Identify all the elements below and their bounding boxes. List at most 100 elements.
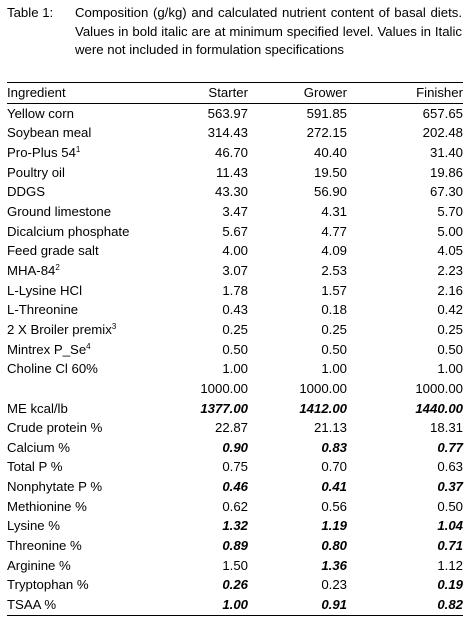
starter-value: 0.90	[222, 439, 248, 455]
ingredient-cell: Arginine %	[7, 556, 153, 576]
grower-value: 272.15	[306, 125, 347, 141]
finisher-value: 0.71	[437, 538, 463, 554]
ingredient-cell: L-Threonine	[7, 300, 153, 320]
ingredient-name: 2 X Broiler premix	[7, 321, 112, 337]
finisher-value: 657.65	[422, 105, 463, 121]
table-row: Total P % 0.75 0.70 0.63	[7, 457, 463, 477]
table-row: 1000.00 1000.00 1000.00	[7, 379, 463, 399]
finisher-value: 1440.00	[415, 400, 463, 416]
table-row: Threonine % 0.89 0.80 0.71	[7, 536, 463, 556]
header-grower: Grower	[303, 85, 347, 100]
ingredient-name: Calcium %	[7, 439, 71, 455]
finisher-value: 1.04	[437, 518, 463, 534]
grower-value: 0.80	[321, 538, 347, 554]
starter-value: 11.43	[215, 164, 248, 180]
ingredient-name: TSAA %	[7, 597, 57, 613]
grower-value: 0.23	[321, 577, 347, 593]
grower-value: 56.90	[313, 184, 347, 200]
finisher-value: 2.16	[437, 282, 463, 298]
starter-value: 3.47	[222, 203, 248, 219]
caption-text: Composition (g/kg) and calculated nutrie…	[75, 5, 462, 57]
grower-value: 0.18	[321, 302, 347, 318]
grower-value: 19.50	[313, 164, 347, 180]
finisher-value: 1000.00	[415, 380, 463, 396]
ingredient-name: Choline Cl 60%	[7, 361, 98, 377]
caption-label: Table 1:	[7, 5, 54, 20]
starter-value: 46.70	[214, 144, 248, 160]
ingredient-name: Methionine %	[7, 498, 87, 514]
table-row: Feed grade salt 4.00 4.09 4.05	[7, 241, 463, 261]
grower-value: 0.25	[321, 321, 347, 337]
ingredient-name: MHA-84	[7, 262, 56, 278]
ingredient-name: ME kcal/lb	[7, 400, 68, 416]
table-row: Calcium % 0.90 0.83 0.77	[7, 438, 463, 458]
finisher-value: 4.05	[437, 243, 463, 259]
ingredient-name: Lysine %	[7, 518, 61, 534]
grower-value: 1.36	[321, 557, 347, 573]
ingredient-cell: Soybean meal	[7, 123, 153, 143]
starter-value: 0.89	[222, 538, 248, 554]
starter-value: 22.87	[214, 420, 248, 436]
ingredient-cell: DDGS	[7, 182, 153, 202]
ingredient-cell: Total P %	[7, 457, 153, 477]
ingredient-cell: TSAA %	[7, 595, 153, 615]
starter-value: 1000.00	[200, 380, 248, 396]
grower-value: 1000.00	[299, 380, 347, 396]
ingredient-cell: Lysine %	[7, 516, 153, 536]
table-row: Mintrex P_Se4 0.50 0.50 0.50	[7, 340, 463, 360]
grower-value: 0.50	[321, 341, 347, 357]
starter-value: 3.07	[222, 262, 248, 278]
grower-value: 21.13	[313, 420, 347, 436]
finisher-value: 5.00	[437, 223, 463, 239]
finisher-value: 1.12	[437, 557, 463, 573]
ingredient-cell: 2 X Broiler premix3	[7, 320, 153, 340]
starter-value: 0.26	[222, 577, 248, 593]
table-row: MHA-842 3.07 2.53 2.23	[7, 261, 463, 281]
footnote-marker: 4	[86, 341, 91, 351]
table-row: Choline Cl 60% 1.00 1.00 1.00	[7, 359, 463, 379]
grower-value: 1.57	[321, 282, 347, 298]
starter-value: 0.50	[222, 341, 248, 357]
ingredient-name: Poultry oil	[7, 164, 65, 180]
table-row: Lysine % 1.32 1.19 1.04	[7, 516, 463, 536]
finisher-value: 0.37	[437, 479, 463, 495]
finisher-value: 0.25	[437, 321, 463, 337]
grower-value: 4.77	[321, 223, 347, 239]
ingredient-name: Mintrex P_Se	[7, 341, 87, 357]
table-row: ME kcal/lb 1377.00 1412.00 1440.00	[7, 399, 463, 419]
ingredient-name: L-Threonine	[7, 302, 79, 318]
ingredient-name: Ground limestone	[7, 203, 112, 219]
ingredient-cell: Calcium %	[7, 438, 153, 458]
starter-value: 0.43	[222, 302, 248, 318]
finisher-value: 202.48	[422, 125, 463, 141]
starter-value: 0.25	[222, 321, 248, 337]
grower-value: 1.00	[321, 361, 347, 377]
starter-value: 4.00	[222, 243, 248, 259]
table-row: Poultry oil 11.43 19.50 19.86	[7, 163, 463, 183]
finisher-value: 1.00	[437, 361, 463, 377]
ingredient-name: Feed grade salt	[7, 243, 99, 259]
ingredient-cell: ME kcal/lb	[7, 399, 153, 419]
table-row: DDGS 43.30 56.90 67.30	[7, 182, 463, 202]
header-finisher: Finisher	[416, 85, 463, 100]
table-row: L-Threonine 0.43 0.18 0.42	[7, 300, 463, 320]
table-row: Ground limestone 3.47 4.31 5.70	[7, 202, 463, 222]
starter-value: 0.62	[222, 498, 248, 514]
finisher-value: 2.23	[437, 262, 463, 278]
ingredient-name: Threonine %	[7, 538, 82, 554]
starter-value: 43.30	[214, 184, 248, 200]
starter-value: 1.78	[222, 282, 248, 298]
table-row: Yellow corn 563.97 591.85 657.65	[7, 103, 463, 123]
ingredient-name: Crude protein %	[7, 420, 103, 436]
table-row: Soybean meal 314.43 272.15 202.48	[7, 123, 463, 143]
table-row: Methionine % 0.62 0.56 0.50	[7, 497, 463, 517]
finisher-value: 31.40	[429, 144, 463, 160]
starter-value: 0.75	[222, 459, 248, 475]
header-ingredient: Ingredient	[7, 85, 66, 100]
grower-value: 4.09	[321, 243, 347, 259]
grower-value: 1.19	[321, 518, 347, 534]
footnote-marker: 1	[75, 144, 81, 154]
finisher-value: 18.31	[429, 420, 463, 436]
grower-value: 4.31	[321, 203, 347, 219]
ingredient-cell: MHA-842	[7, 261, 153, 281]
